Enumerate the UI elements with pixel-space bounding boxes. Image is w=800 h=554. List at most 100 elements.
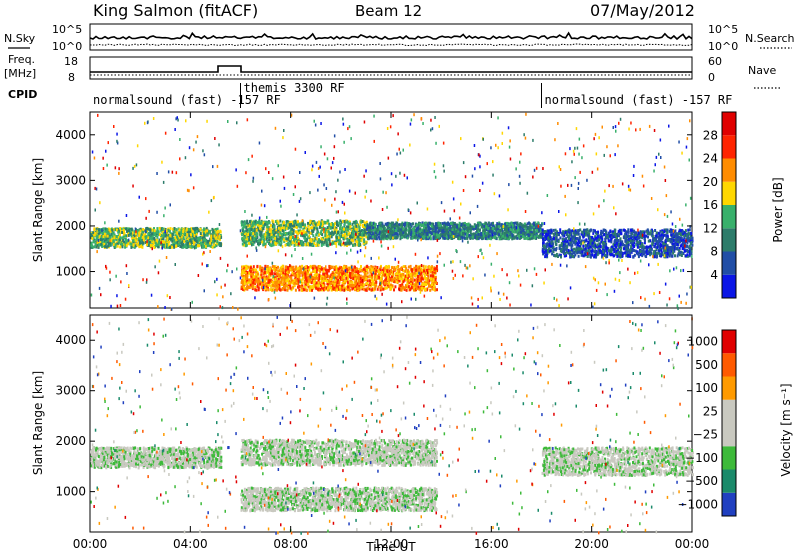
data-cell xyxy=(98,243,101,247)
data-cell xyxy=(101,244,104,248)
data-cell xyxy=(266,233,269,237)
data-cell xyxy=(275,239,278,243)
data-cell xyxy=(504,228,507,232)
data-cell xyxy=(253,230,256,234)
data-cell xyxy=(166,238,169,241)
data-cell xyxy=(101,240,104,244)
data-cell xyxy=(176,231,179,235)
data-cell xyxy=(281,271,284,275)
data-cell xyxy=(297,279,300,283)
data-cell xyxy=(395,265,398,269)
data-cell xyxy=(371,288,374,292)
data-cell xyxy=(396,280,399,284)
data-cell xyxy=(294,221,297,225)
data-cell xyxy=(176,235,179,239)
data-cell xyxy=(323,240,326,244)
data-cell xyxy=(174,239,176,242)
data-cell xyxy=(160,227,163,231)
data-cell xyxy=(285,239,288,243)
data-cell xyxy=(125,243,128,247)
data-cell xyxy=(423,232,425,236)
data-cell xyxy=(314,279,317,283)
data-cell xyxy=(192,227,195,231)
data-cell xyxy=(406,279,409,283)
data-cell xyxy=(365,282,368,285)
data-cell xyxy=(343,227,345,231)
data-cell xyxy=(178,234,181,238)
data-cell xyxy=(458,235,461,239)
data-cell xyxy=(242,266,245,270)
data-cell xyxy=(216,230,219,233)
data-cell xyxy=(263,277,266,281)
data-cell xyxy=(422,283,425,286)
data-cell xyxy=(439,236,441,240)
data-cell xyxy=(358,236,361,240)
data-cell xyxy=(423,282,426,286)
data-cell xyxy=(282,274,285,278)
data-cell xyxy=(287,270,290,274)
data-cell xyxy=(196,244,199,248)
data-cell xyxy=(333,227,336,231)
data-cell xyxy=(327,269,330,273)
data-cell xyxy=(242,277,245,281)
data-cell xyxy=(217,242,220,246)
data-cell xyxy=(245,226,248,229)
data-cell xyxy=(290,223,293,226)
data-cell xyxy=(103,236,106,240)
data-cell xyxy=(376,274,379,278)
data-cell xyxy=(407,233,410,237)
data-cell xyxy=(304,237,307,241)
data-cell xyxy=(341,277,343,281)
data-cell xyxy=(153,237,156,240)
data-cell xyxy=(293,284,296,288)
data-cell xyxy=(115,235,118,238)
data-cell xyxy=(375,280,378,284)
data-cell xyxy=(265,282,268,286)
data-cell xyxy=(539,232,542,236)
data-cell xyxy=(432,269,434,273)
data-cell xyxy=(348,231,351,235)
data-cell xyxy=(186,238,189,242)
data-cell xyxy=(323,287,325,290)
data-cell xyxy=(145,227,148,231)
data-cell xyxy=(192,242,195,246)
data-cell xyxy=(359,234,362,238)
data-cell xyxy=(139,241,141,245)
data-cell xyxy=(270,236,273,239)
data-cell xyxy=(124,237,127,241)
data-cell xyxy=(465,234,468,238)
data-cell xyxy=(259,275,262,279)
data-cell xyxy=(195,235,198,239)
data-cell xyxy=(405,277,408,281)
data-cell xyxy=(443,227,446,231)
data-cell xyxy=(298,222,301,226)
data-cell xyxy=(161,231,164,235)
data-cell xyxy=(423,272,426,276)
data-cell xyxy=(157,240,160,244)
data-cell xyxy=(377,273,380,277)
data-cell xyxy=(412,222,414,226)
data-cell xyxy=(139,239,142,243)
data-cell xyxy=(195,245,197,249)
data-cell xyxy=(292,229,295,233)
data-cell xyxy=(477,237,480,241)
data-cell xyxy=(365,220,368,224)
data-cell xyxy=(315,236,318,240)
data-cell xyxy=(475,227,478,230)
data-cell xyxy=(432,274,434,278)
data-cell xyxy=(144,241,147,244)
data-cell xyxy=(263,224,265,228)
data-cell xyxy=(318,241,321,245)
data-cell xyxy=(384,269,387,273)
data-cell xyxy=(398,274,401,278)
data-cell xyxy=(388,285,391,289)
data-cell xyxy=(249,280,252,284)
data-cell xyxy=(114,243,117,247)
data-cell xyxy=(276,222,278,226)
data-cell xyxy=(358,286,361,290)
data-cell xyxy=(270,284,273,288)
data-cell xyxy=(206,240,209,243)
data-cell xyxy=(345,242,348,246)
data-cell xyxy=(162,237,165,241)
data-cell xyxy=(142,235,145,239)
